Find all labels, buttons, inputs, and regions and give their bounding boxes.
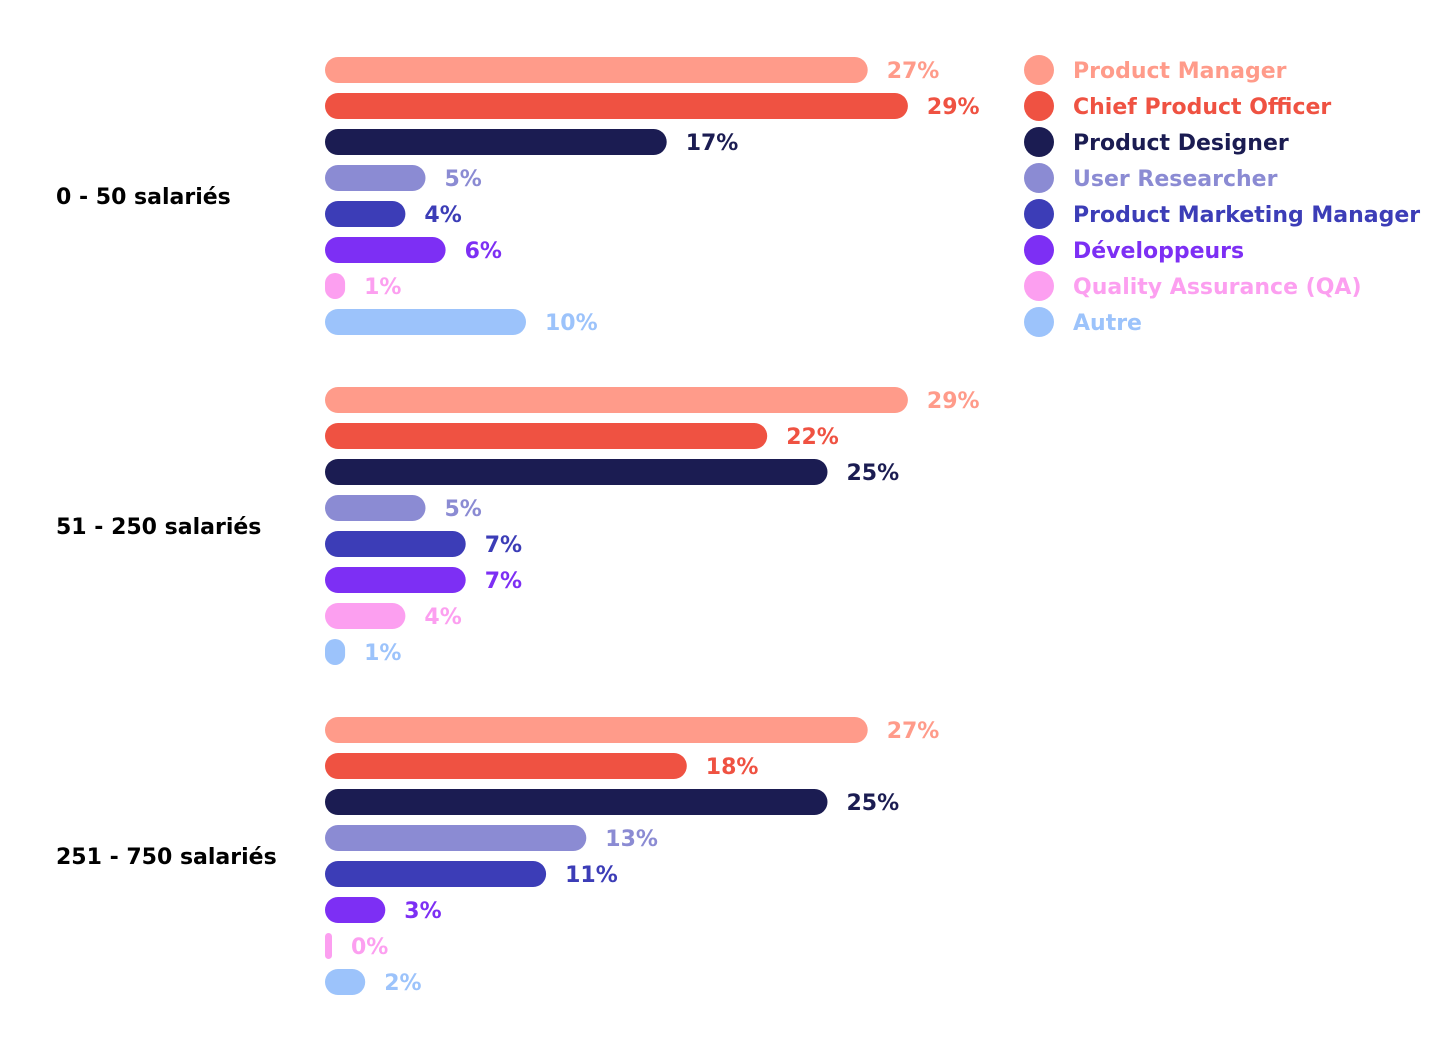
data-label: 18% xyxy=(706,755,759,780)
legend-item: Autre xyxy=(1024,307,1142,337)
data-label: 27% xyxy=(887,719,940,744)
data-label: 13% xyxy=(605,827,658,852)
data-label: 11% xyxy=(565,863,618,888)
bar-group: 251 - 750 salariés 27% 18% 25% 13% 11% 3% 0% 2% xyxy=(56,717,939,996)
legend-label: Product Marketing Manager xyxy=(1073,203,1420,228)
bar xyxy=(325,789,828,815)
bar xyxy=(325,639,346,665)
legend-label: Product Manager xyxy=(1073,59,1287,84)
legend-label: Développeurs xyxy=(1073,239,1244,264)
bar xyxy=(325,387,908,413)
legend-label: Autre xyxy=(1073,311,1142,336)
legend-item: Product Marketing Manager xyxy=(1024,199,1420,229)
legend-swatch xyxy=(1024,91,1054,121)
data-label: 6% xyxy=(465,239,502,264)
bar xyxy=(325,825,587,851)
bar xyxy=(325,309,526,335)
bar xyxy=(325,273,346,299)
bar xyxy=(325,753,687,779)
bar xyxy=(325,933,332,959)
category-label: 0 - 50 salariés xyxy=(56,185,231,210)
legend-swatch xyxy=(1024,163,1054,193)
bar xyxy=(325,93,908,119)
legend-item: User Researcher xyxy=(1024,163,1278,193)
legend-item: Chief Product Officer xyxy=(1024,91,1331,121)
bar xyxy=(325,237,446,263)
legend-item: Quality Assurance (QA) xyxy=(1024,271,1362,301)
legend-swatch xyxy=(1024,55,1054,85)
data-label: 29% xyxy=(927,95,980,120)
data-label: 29% xyxy=(927,389,980,414)
data-label: 17% xyxy=(686,131,739,156)
legend-swatch xyxy=(1024,271,1054,301)
data-label: 1% xyxy=(364,275,401,300)
data-label: 5% xyxy=(445,167,482,192)
legend-item: Product Manager xyxy=(1024,55,1287,85)
data-label: 27% xyxy=(887,59,940,84)
bar xyxy=(325,423,768,449)
category-label: 251 - 750 salariés xyxy=(56,845,277,870)
legend-item: Product Designer xyxy=(1024,127,1289,157)
legend-label: Chief Product Officer xyxy=(1073,95,1331,120)
legend: Product Manager Chief Product Officer Prod… xyxy=(1024,55,1420,337)
legend-swatch xyxy=(1024,127,1054,157)
bar xyxy=(325,567,466,593)
data-label: 10% xyxy=(545,311,598,336)
data-label: 7% xyxy=(485,533,522,558)
legend-swatch xyxy=(1024,307,1054,337)
data-label: 4% xyxy=(424,203,461,228)
data-label: 7% xyxy=(485,569,522,594)
data-label: 2% xyxy=(384,971,421,996)
data-label: 4% xyxy=(424,605,461,630)
data-label: 5% xyxy=(445,497,482,522)
legend-swatch xyxy=(1024,235,1054,265)
bar xyxy=(325,531,466,557)
bar xyxy=(325,603,406,629)
bar xyxy=(325,201,406,227)
category-label: 51 - 250 salariés xyxy=(56,515,261,540)
data-label: 1% xyxy=(364,641,401,666)
data-label: 22% xyxy=(786,425,839,450)
bar xyxy=(325,861,547,887)
legend-label: User Researcher xyxy=(1073,167,1278,192)
data-label: 0% xyxy=(351,935,388,960)
data-label: 25% xyxy=(847,461,900,486)
bar xyxy=(325,495,426,521)
bar-group: 0 - 50 salariés 27% 29% 17% 5% 4%6% 1% 10% xyxy=(56,57,980,336)
bar xyxy=(325,129,667,155)
data-label: 3% xyxy=(404,899,441,924)
legend-label: Quality Assurance (QA) xyxy=(1073,275,1362,300)
legend-swatch xyxy=(1024,199,1054,229)
bar xyxy=(325,969,366,995)
data-label: 25% xyxy=(847,791,900,816)
bar xyxy=(325,459,828,485)
legend-label: Product Designer xyxy=(1073,131,1289,156)
legend-item: Développeurs xyxy=(1024,235,1244,265)
bar xyxy=(325,57,868,83)
bar xyxy=(325,165,426,191)
bar xyxy=(325,897,386,923)
bar xyxy=(325,717,868,743)
